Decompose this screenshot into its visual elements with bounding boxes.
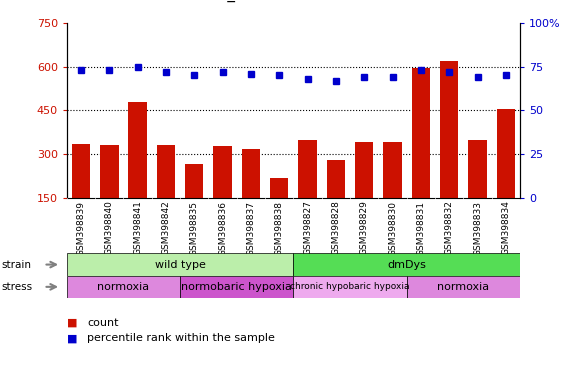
Text: normoxia: normoxia [98, 282, 149, 292]
Bar [72, 144, 90, 198]
Text: GSM398829: GSM398829 [360, 200, 369, 255]
Bar [497, 109, 515, 198]
Text: GSM398831: GSM398831 [417, 200, 425, 255]
Text: GDS4201 / 1631520_at: GDS4201 / 1631520_at [73, 0, 250, 2]
Bar [213, 146, 232, 198]
Bar [440, 61, 458, 198]
Text: strain: strain [1, 260, 31, 270]
Text: wild type: wild type [155, 260, 206, 270]
Text: percentile rank within the sample: percentile rank within the sample [87, 333, 275, 343]
Text: ■: ■ [67, 318, 77, 328]
Text: count: count [87, 318, 119, 328]
Text: GSM398839: GSM398839 [77, 200, 85, 255]
Bar [67, 276, 180, 298]
Bar [270, 178, 288, 198]
Text: GSM398828: GSM398828 [331, 200, 340, 255]
Bar [355, 142, 374, 198]
Text: dmDys: dmDys [388, 260, 426, 270]
Bar [412, 68, 430, 198]
Bar [242, 149, 260, 198]
Bar [157, 146, 175, 198]
Bar [468, 140, 487, 198]
Text: GSM398833: GSM398833 [473, 200, 482, 255]
Text: GSM398836: GSM398836 [218, 200, 227, 255]
Text: GSM398837: GSM398837 [246, 200, 256, 255]
Bar [100, 146, 119, 198]
Bar [327, 161, 345, 198]
Bar [128, 102, 147, 198]
Text: GSM398832: GSM398832 [444, 200, 454, 255]
Text: GSM398840: GSM398840 [105, 200, 114, 255]
Bar [407, 276, 520, 298]
Text: chronic hypobaric hypoxia: chronic hypobaric hypoxia [290, 282, 410, 291]
Bar [180, 276, 293, 298]
Text: GSM398835: GSM398835 [190, 200, 199, 255]
Bar [299, 139, 317, 198]
Text: ■: ■ [67, 333, 77, 343]
Text: GSM398827: GSM398827 [303, 200, 312, 255]
Text: GSM398842: GSM398842 [162, 200, 170, 255]
Bar [67, 253, 293, 276]
Text: GSM398834: GSM398834 [501, 200, 510, 255]
Text: normoxia: normoxia [437, 282, 489, 292]
Bar [185, 164, 203, 198]
Text: GSM398830: GSM398830 [388, 200, 397, 255]
Text: normobaric hypoxia: normobaric hypoxia [181, 282, 292, 292]
Bar [293, 276, 407, 298]
Text: GSM398841: GSM398841 [133, 200, 142, 255]
Text: stress: stress [1, 282, 33, 292]
Text: GSM398838: GSM398838 [275, 200, 284, 255]
Bar [293, 253, 520, 276]
Bar [383, 142, 401, 198]
